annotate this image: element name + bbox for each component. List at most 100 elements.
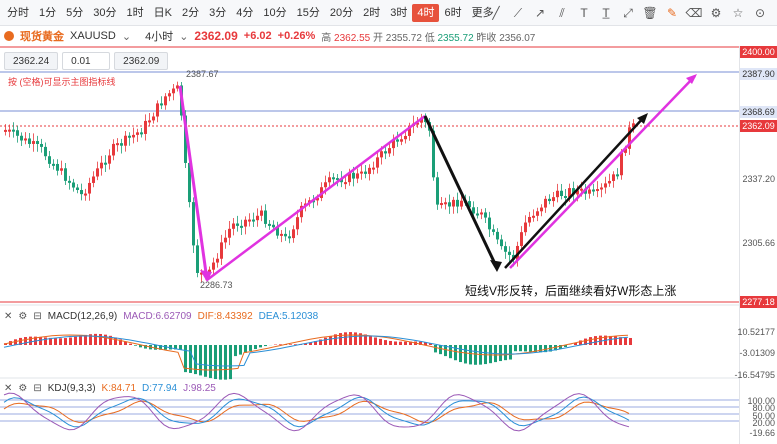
candle-body bbox=[432, 130, 435, 178]
draw-line-icon[interactable]: ╱ bbox=[492, 6, 500, 20]
timeframe-4[interactable]: 1时 bbox=[126, 6, 144, 19]
candle-body bbox=[88, 182, 91, 194]
slash-icon[interactable]: ⟋ bbox=[513, 5, 523, 20]
macd-header: ✕ ⚙ ⊟ MACD(12,26,9) MACD:6.62709 DIF:8.4… bbox=[4, 311, 318, 322]
open-value: 2355.72 bbox=[385, 32, 422, 44]
candle-body bbox=[372, 167, 375, 170]
candle-body bbox=[528, 216, 531, 223]
timeframe-5[interactable]: 日K bbox=[153, 6, 172, 19]
macd-bar bbox=[14, 339, 17, 345]
candle-body bbox=[224, 237, 227, 243]
macd-bar bbox=[309, 342, 312, 345]
timeframe-7[interactable]: 3分 bbox=[209, 6, 227, 19]
timeframe-8[interactable]: 4分 bbox=[236, 6, 254, 19]
candle-body bbox=[440, 203, 443, 206]
timeframe-15[interactable]: 6时 bbox=[444, 6, 462, 19]
candle-body bbox=[632, 123, 635, 128]
timeframe-14[interactable]: 4时 bbox=[412, 3, 440, 22]
timeframe-3[interactable]: 30分 bbox=[93, 6, 117, 19]
timeframe-10[interactable]: 15分 bbox=[296, 6, 320, 19]
candle-body bbox=[128, 135, 131, 138]
macd-bar bbox=[129, 343, 132, 345]
macd-bar bbox=[354, 332, 357, 345]
k-value: K:84.71 bbox=[101, 383, 137, 394]
text-tool-icon[interactable]: T bbox=[580, 6, 588, 20]
d-value: D:77.94 bbox=[142, 383, 178, 394]
collapse-icon[interactable]: ⊟ bbox=[33, 311, 42, 322]
macd-bar bbox=[214, 345, 217, 380]
timeframe-11[interactable]: 20分 bbox=[329, 6, 354, 19]
candle-body bbox=[184, 115, 187, 163]
macd-bar bbox=[509, 345, 512, 360]
timeframe-9[interactable]: 10分 bbox=[263, 6, 287, 19]
macd-bar bbox=[609, 335, 612, 345]
candle-body bbox=[24, 138, 27, 141]
candle-body bbox=[396, 139, 399, 142]
candle-body bbox=[40, 143, 43, 147]
macd-bar bbox=[459, 345, 462, 363]
candle-body bbox=[356, 173, 359, 179]
candle-body bbox=[216, 258, 219, 263]
price-tag: 2277.18 bbox=[740, 296, 777, 308]
macd-bar bbox=[304, 343, 307, 345]
candle-body bbox=[296, 217, 299, 230]
parallel-lines-icon[interactable]: ⫽ bbox=[559, 5, 565, 20]
candle-body bbox=[248, 219, 251, 222]
quantity-input[interactable]: 0.01 bbox=[62, 52, 111, 70]
timeframe-16[interactable]: 更多 bbox=[471, 6, 494, 19]
price-tag: 2368.69 bbox=[740, 106, 777, 118]
candle-body bbox=[140, 132, 143, 135]
macd-bar bbox=[219, 345, 222, 380]
timeframe-1[interactable]: 1分 bbox=[39, 6, 57, 19]
macd-bar bbox=[24, 337, 27, 345]
timeframe-0[interactable]: 分时 bbox=[7, 6, 29, 19]
timeframe-12[interactable]: 2时 bbox=[363, 6, 381, 19]
candle-body bbox=[484, 212, 487, 218]
label-tool-icon[interactable]: T̲ bbox=[602, 6, 610, 20]
axis-tick: 2337.20 bbox=[742, 174, 775, 184]
symbol-name[interactable]: 现货黄金 bbox=[20, 31, 64, 43]
timeframe-6[interactable]: 2分 bbox=[181, 6, 200, 19]
star-icon[interactable]: ☆ bbox=[732, 6, 744, 20]
magnet-icon[interactable]: ⊙ bbox=[754, 6, 766, 20]
macd-value: MACD:6.62709 bbox=[123, 311, 192, 322]
macd-bar bbox=[19, 337, 22, 345]
collapse-icon[interactable]: ⊟ bbox=[33, 383, 42, 394]
candle-body bbox=[612, 174, 615, 181]
candle-body bbox=[220, 242, 223, 259]
ray-icon[interactable]: ↗ bbox=[534, 6, 546, 20]
gear-icon[interactable]: ⚙ bbox=[18, 311, 28, 322]
timeframe-13[interactable]: 3时 bbox=[390, 6, 408, 19]
timeframe-2[interactable]: 5分 bbox=[66, 6, 84, 19]
gear-icon[interactable]: ⚙ bbox=[18, 383, 28, 394]
macd-axis-tick: -3.01309 bbox=[739, 348, 775, 358]
candle-body bbox=[68, 180, 71, 183]
macd-bar bbox=[259, 345, 262, 348]
edit-icon[interactable]: ✎ bbox=[666, 6, 678, 20]
candle-body bbox=[284, 233, 287, 237]
measure-icon[interactable]: ⤢ bbox=[623, 5, 633, 20]
candle-body bbox=[144, 120, 147, 134]
period-selector[interactable]: 4小时 bbox=[145, 31, 174, 43]
chevron-down-icon[interactable]: ⌄ bbox=[179, 30, 189, 43]
candle-body bbox=[536, 211, 539, 216]
macd-bar bbox=[449, 345, 452, 359]
price-axis[interactable]: 2400.00 2387.90 2368.69 2362.09 2277.18 2337.… bbox=[734, 46, 777, 444]
ask-price-box[interactable]: 2362.09 bbox=[114, 52, 169, 70]
settings-icon[interactable]: ⚙ bbox=[710, 6, 722, 20]
macd-bar bbox=[44, 337, 47, 345]
macd-bar bbox=[619, 337, 622, 345]
close-icon[interactable]: ✕ bbox=[4, 311, 13, 322]
trash-icon[interactable]: 🗑 bbox=[642, 6, 658, 20]
macd-bar bbox=[89, 334, 92, 345]
j-value: J:98.25 bbox=[183, 383, 216, 394]
candle-body bbox=[452, 199, 455, 207]
bid-price-box[interactable]: 2362.24 bbox=[4, 52, 59, 70]
chevron-down-icon[interactable]: ⌄ bbox=[121, 30, 132, 43]
dif-line bbox=[3, 334, 629, 371]
candle-body bbox=[104, 162, 107, 165]
macd-bar bbox=[169, 345, 172, 350]
close-icon[interactable]: ✕ bbox=[4, 383, 13, 394]
eraser-icon[interactable]: ⌫ bbox=[685, 6, 703, 20]
